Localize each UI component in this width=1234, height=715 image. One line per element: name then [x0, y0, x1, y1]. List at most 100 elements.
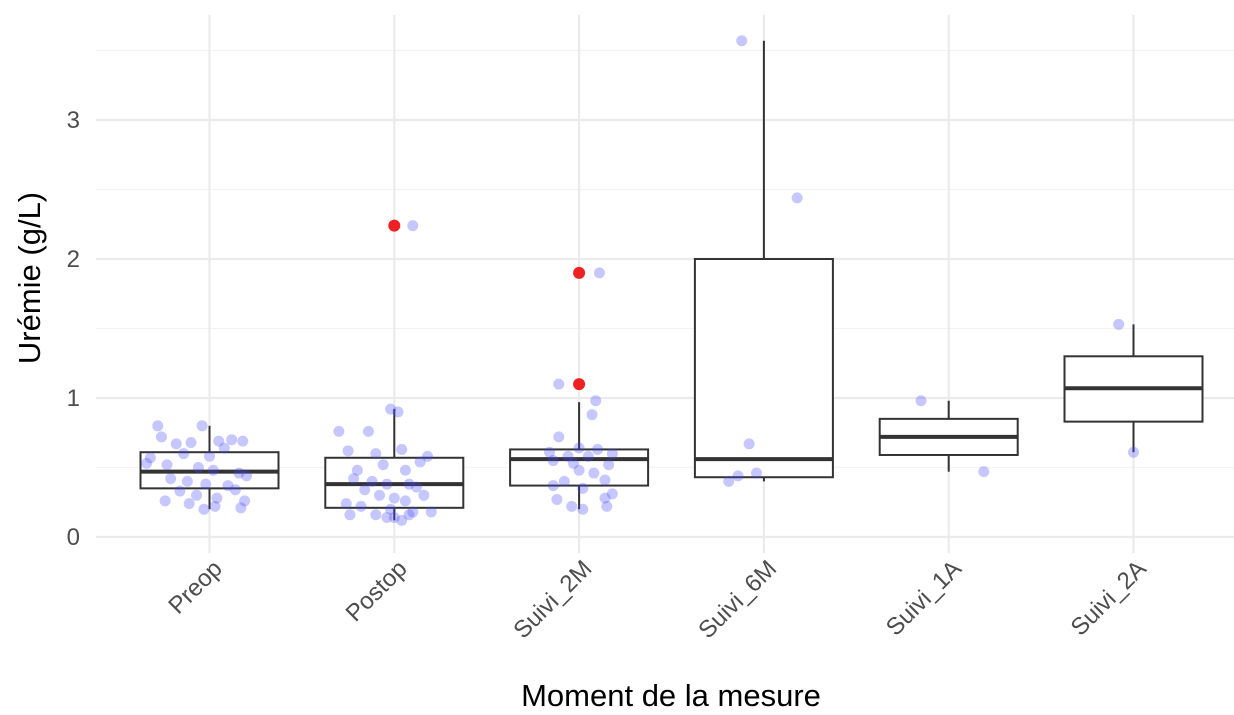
data-point: [239, 495, 251, 507]
data-point: [377, 459, 389, 471]
data-point: [226, 434, 238, 446]
y-tick-label: 0: [67, 524, 80, 551]
data-point: [370, 509, 382, 521]
data-point: [181, 475, 193, 487]
data-point: [396, 514, 408, 526]
data-point: [592, 443, 604, 455]
data-point: [388, 492, 400, 504]
data-point: [422, 450, 434, 462]
data-point: [547, 455, 559, 467]
data-point: [381, 478, 393, 490]
data-point: [170, 438, 182, 450]
data-point: [237, 435, 249, 447]
data-point: [577, 503, 589, 515]
box-group: [139, 425, 280, 510]
data-point: [547, 480, 559, 492]
data-point: [732, 470, 744, 482]
data-point: [204, 450, 215, 462]
data-point: [414, 456, 426, 468]
data-point: [1113, 318, 1125, 330]
data-point: [385, 403, 397, 415]
data-point: [359, 484, 371, 496]
box-iqr: [509, 448, 650, 487]
data-point: [978, 466, 990, 478]
data-point: [590, 395, 602, 407]
y-axis-title: Urémie (g/L): [12, 192, 47, 364]
data-point: [399, 495, 411, 507]
data-point: [207, 464, 219, 476]
data-point: [192, 462, 204, 473]
data-point: [588, 467, 600, 479]
data-point: [736, 35, 748, 47]
data-point: [200, 478, 212, 490]
data-point: [222, 480, 234, 492]
data-point: [209, 500, 221, 512]
data-point: [178, 448, 190, 460]
data-point: [751, 467, 763, 479]
box-iqr: [693, 258, 834, 479]
data-point: [344, 509, 356, 521]
data-point: [606, 448, 618, 460]
data-point: [558, 475, 570, 487]
data-point: [342, 445, 354, 457]
data-point: [791, 192, 803, 204]
data-point: [553, 431, 565, 443]
y-tick-label: 2: [67, 246, 80, 273]
data-point: [351, 464, 363, 476]
data-point: [191, 489, 203, 501]
data-point: [388, 512, 400, 524]
data-point: [407, 220, 419, 232]
data-point: [723, 475, 735, 487]
data-point: [218, 442, 230, 454]
data-point: [582, 450, 594, 462]
data-point: [599, 474, 611, 486]
data-point: [183, 498, 195, 510]
box-group: [878, 400, 1019, 472]
data-point: [144, 452, 156, 464]
data-point: [403, 509, 415, 521]
outlier-point: [573, 266, 586, 279]
data-point: [366, 475, 378, 487]
outlier-point: [573, 378, 586, 391]
data-point: [586, 409, 598, 421]
data-point: [577, 482, 589, 494]
data-point: [407, 506, 419, 518]
data-point: [240, 470, 252, 482]
data-point: [425, 506, 437, 518]
data-point: [161, 459, 173, 471]
y-tick-label: 1: [67, 385, 80, 412]
box-group: [693, 40, 834, 482]
data-point: [396, 443, 408, 455]
data-point: [362, 425, 374, 437]
data-point: [410, 481, 422, 493]
point-layer: [141, 35, 1139, 526]
box-group: [1063, 324, 1204, 453]
data-point: [381, 512, 393, 524]
data-point: [370, 448, 382, 460]
data-point: [573, 464, 585, 476]
data-point: [544, 446, 556, 458]
data-point: [165, 473, 177, 485]
data-point: [185, 436, 197, 448]
data-point: [385, 503, 397, 515]
data-point: [229, 484, 241, 496]
data-point: [159, 495, 171, 507]
box-group: [324, 219, 465, 521]
data-point: [374, 489, 386, 501]
data-point: [593, 267, 605, 279]
data-point: [403, 478, 415, 490]
data-point: [196, 420, 208, 432]
data-point: [562, 450, 574, 462]
data-point: [211, 492, 223, 504]
data-point: [551, 493, 563, 505]
x-axis-title: Moment de la mesure: [521, 678, 821, 713]
data-point: [599, 492, 611, 504]
data-point: [213, 435, 225, 447]
data-point: [418, 489, 430, 501]
data-point: [399, 464, 411, 476]
data-point: [333, 425, 345, 437]
y-axis-ticks: 0 1 2 3: [67, 107, 80, 551]
box-group: [509, 266, 650, 510]
data-point: [603, 459, 615, 471]
